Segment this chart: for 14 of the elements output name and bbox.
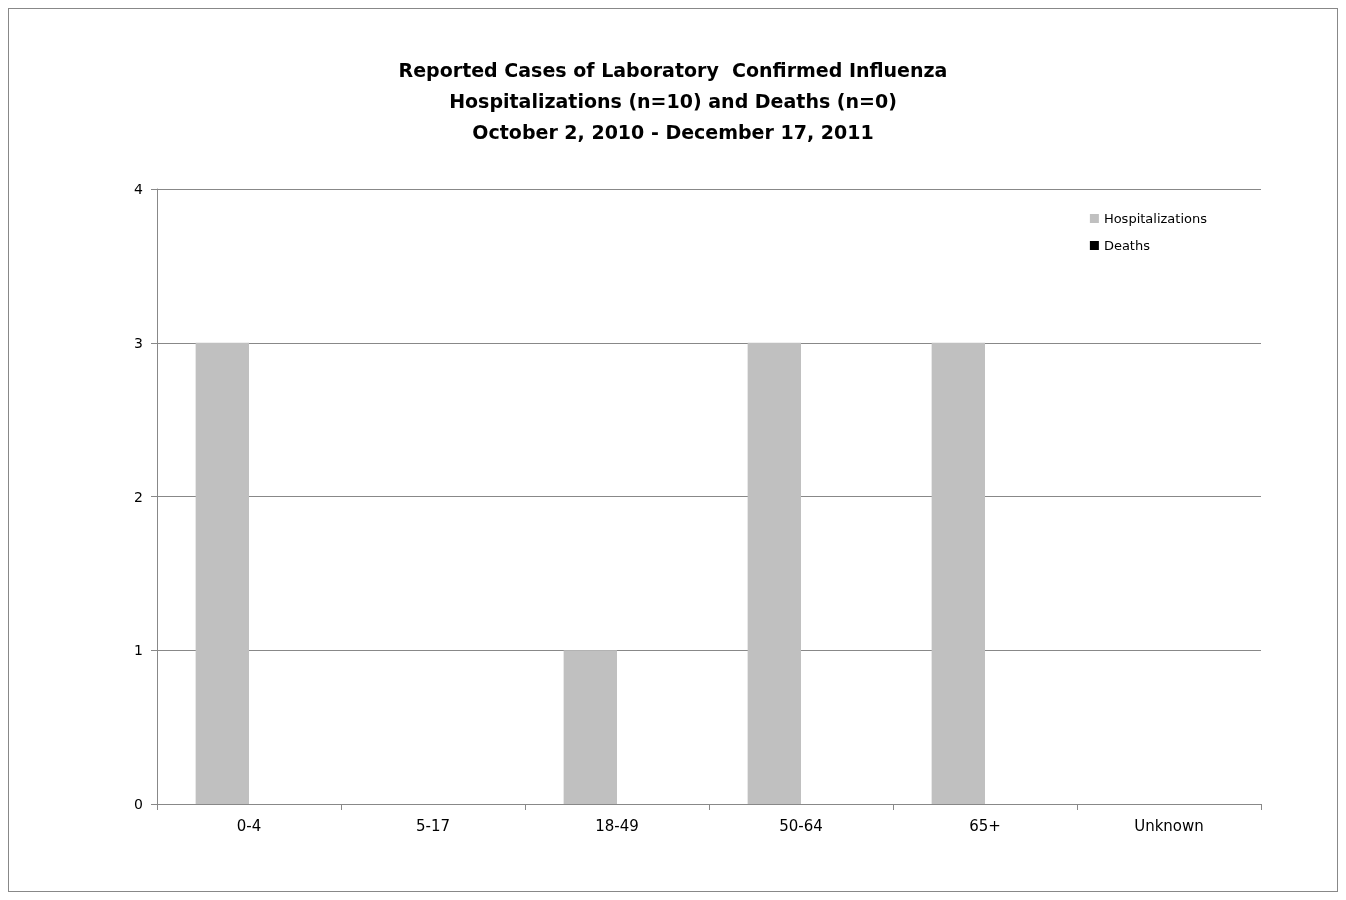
x-tick-label: 0-4 xyxy=(236,816,262,835)
x-tick-label: 18-49 xyxy=(595,816,639,835)
y-tick-label: 0 xyxy=(134,796,143,812)
y-tick-label: 2 xyxy=(134,488,143,505)
legend-label: Deaths xyxy=(1103,238,1151,253)
x-tick-label: 65+ xyxy=(969,816,1001,835)
x-tick-label: 5-17 xyxy=(415,816,451,835)
x-tick-label: Unknown xyxy=(1134,816,1204,835)
chart-title: Reported Cases of Laboratory Confirmed Influenza Hospitalizations (n=10) and Deaths (n=0) October 2, 2010 - December 17, 2011 xyxy=(398,58,948,143)
y-tick-label: 1 xyxy=(134,642,143,659)
legend-label: Hospitalizations xyxy=(1103,211,1208,226)
y-tick-label: 3 xyxy=(134,334,143,351)
x-tick-label: 50-64 xyxy=(779,816,823,835)
y-tick-label: 4 xyxy=(134,181,144,197)
